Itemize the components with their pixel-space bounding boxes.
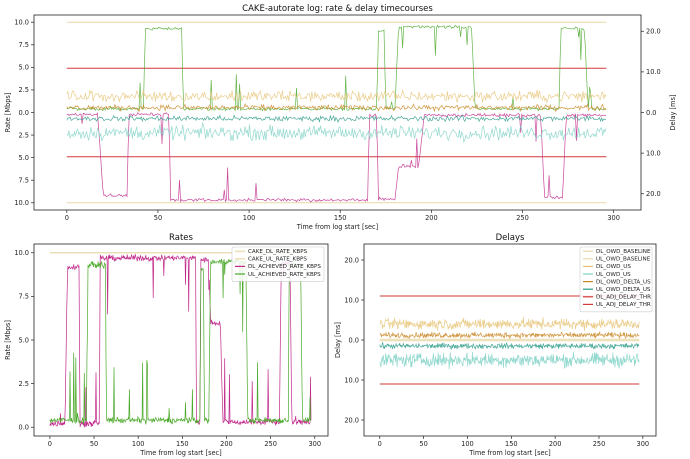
- legend-entry: UL_ACHIEVED_RATE_KBPS: [248, 272, 321, 278]
- chart-title: Rates: [169, 233, 193, 243]
- legend-entry: DL_ADJ_DELAY_THR: [596, 295, 651, 301]
- y-tick-label: 7.5: [19, 41, 30, 49]
- plot-frame-top: [33, 14, 642, 211]
- series-ul-owd-us-line: [379, 351, 640, 370]
- legend-entry: UL_OWD_DELTA_US: [596, 287, 651, 293]
- y-right-tick-label: 10.0: [646, 149, 661, 157]
- y-tick-label: 10.0: [14, 249, 29, 257]
- chart-title: CAKE-autorate log: rate & delay timecour…: [242, 4, 433, 14]
- x-tick-label: 200: [220, 440, 233, 448]
- y-axis-label: Rate [Mbps]: [4, 93, 12, 133]
- series-dl-owd-us-line: [379, 316, 640, 332]
- series-dl-owd-delta-us-line: [379, 331, 640, 340]
- y-tick-label: 2.5: [19, 131, 30, 139]
- y-right-tick-label: 20.0: [646, 190, 661, 198]
- y-tick-label: 5.0: [19, 64, 30, 72]
- series-dl-owd-us-line: [66, 89, 607, 104]
- y-tick-label: 7.5: [19, 177, 30, 185]
- x-tick-label: 50: [154, 214, 162, 222]
- x-axis-label: Time from log start [sec]: [296, 223, 379, 231]
- legend-entry: DL_OWD_BASELINE: [596, 249, 651, 255]
- x-tick-label: 250: [516, 214, 529, 222]
- y-tick-label: 10.0: [344, 296, 359, 304]
- x-tick-label: 200: [549, 440, 562, 448]
- x-tick-label: 250: [264, 440, 277, 448]
- x-tick-label: 100: [461, 440, 474, 448]
- x-tick-label: 0: [65, 214, 69, 222]
- x-tick-label: 300: [607, 214, 620, 222]
- y-axis-label: Delay [ms]: [334, 322, 342, 358]
- x-tick-label: 100: [132, 440, 145, 448]
- series-ul-owd-delta-us-line: [379, 341, 640, 351]
- legend-entry: CAKE_DL_RATE_KBPS: [248, 249, 308, 255]
- legend-entry: UL_OWD_US: [596, 272, 631, 278]
- x-tick-label: 200: [425, 214, 438, 222]
- y-tick-label: 20.0: [344, 256, 359, 264]
- y-right-tick-label: 20.0: [646, 28, 661, 36]
- y-right-tick-label: 0.0: [646, 109, 657, 117]
- y-tick-label: 0.0: [19, 424, 30, 432]
- series-ul-owd-delta-us-line: [66, 114, 606, 124]
- series-ul-owd-us-line: [66, 121, 607, 144]
- x-tick-label: 300: [308, 440, 321, 448]
- x-axis-label: Time from log start [sec]: [468, 449, 551, 457]
- y-tick-label: 20.0: [344, 416, 359, 424]
- x-tick-label: 100: [243, 214, 256, 222]
- legend-rates: CAKE_DL_RATE_KBPS CAKE_UL_RATE_KBPSDL_ACH…: [231, 246, 325, 282]
- y-tick-label: 2.5: [19, 86, 30, 94]
- x-axis-label: Time from log start [sec]: [139, 449, 222, 457]
- legend-entry: DL_OWD_DELTA_US: [596, 279, 651, 285]
- y-tick-label: 5.0: [19, 154, 30, 162]
- series-dl-achieved-line: [66, 112, 606, 203]
- x-tick-label: 150: [176, 440, 189, 448]
- series-ul-achieved-line: [66, 24, 607, 112]
- y-tick-label: 2.5: [19, 380, 30, 388]
- legend-entry: UL_ADJ_DELAY_THR: [596, 302, 651, 308]
- x-tick-label: 0: [378, 440, 382, 448]
- y-tick-label: 10.0: [344, 376, 359, 384]
- y-tick-label: 0.0: [19, 109, 30, 117]
- legend-entry: DL_ACHIEVED_RATE_KBPS: [248, 264, 321, 270]
- x-tick-label: 300: [637, 440, 650, 448]
- y-tick-label: 5.0: [19, 336, 30, 344]
- x-tick-label: 50: [90, 440, 98, 448]
- x-tick-label: 50: [419, 440, 427, 448]
- y-axis-label: Rate [Mbps]: [4, 320, 12, 360]
- y-tick-label: 7.5: [19, 293, 30, 301]
- y-tick-label: 10.0: [14, 199, 29, 207]
- series-dl-achieved-rate-kbps-line: [49, 253, 312, 428]
- x-tick-label: 150: [334, 214, 347, 222]
- legend-box: [579, 246, 653, 313]
- legend-box: [231, 246, 325, 282]
- y-right-tick-label: 10.0: [646, 68, 661, 76]
- y-tick-label: 0.0: [349, 336, 360, 344]
- x-tick-label: 150: [505, 440, 518, 448]
- legend-entry: UL_OWD_BASELINE: [596, 257, 651, 263]
- series-dl-owd-delta-us-line: [66, 102, 607, 113]
- legend-entry: CAKE_UL_RATE_KBPS: [248, 257, 307, 263]
- chart-title: Delays: [496, 233, 525, 243]
- series-ul-achieved-rate-kbps-line: [49, 258, 312, 425]
- x-tick-label: 0: [48, 440, 52, 448]
- plot-area-top: [66, 21, 607, 204]
- y-axis-right-label: Delay [ms]: [669, 94, 677, 130]
- legend-entry: DL_OWD_US: [596, 264, 631, 270]
- x-tick-label: 250: [593, 440, 606, 448]
- y-tick-label: 10.0: [14, 19, 29, 27]
